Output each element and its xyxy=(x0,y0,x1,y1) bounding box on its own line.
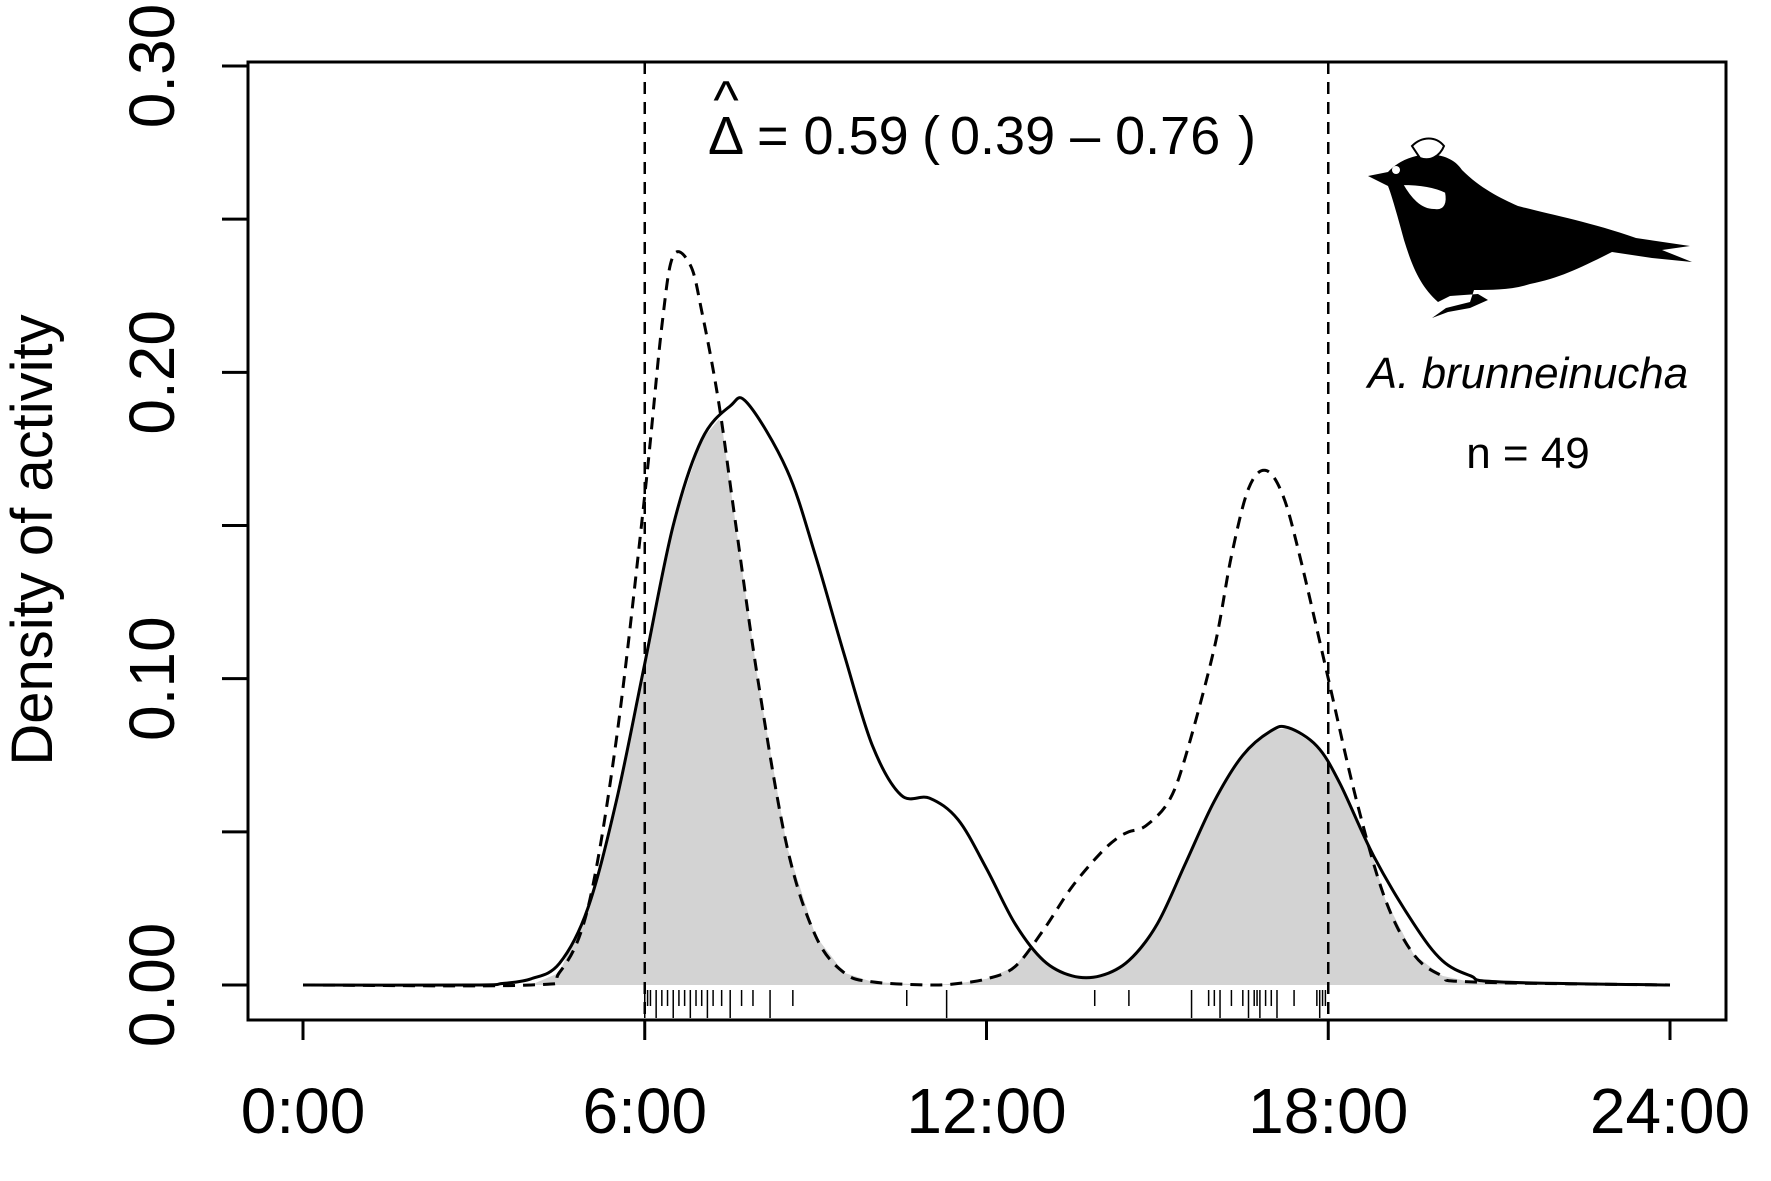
species-name: A. brunneinucha xyxy=(1365,349,1688,398)
density-curves-layer xyxy=(302,250,1671,988)
y-tick-label: 0.10 xyxy=(116,616,188,741)
y-tick-label: 0.00 xyxy=(116,923,188,1048)
y-axis-label: Density of activity xyxy=(0,314,65,765)
density-curve-dashed xyxy=(302,250,1671,988)
overlap-ci-close: ) xyxy=(1238,106,1256,166)
sample-size: n = 49 xyxy=(1466,429,1590,478)
x-tick-label: 6:00 xyxy=(582,1075,707,1147)
bird-eye xyxy=(1392,166,1400,174)
rug-ticks-layer xyxy=(644,990,1327,1018)
overlap-symbol: Δ xyxy=(708,106,744,166)
axes-layer: 0:00 6:00 12:00 18:00 24:00 0.00 0.10 0.20 0.30 xyxy=(116,4,1750,1147)
overlap-ci: 0.39 – 0.76 xyxy=(950,106,1220,166)
overlap-annotation: ^ Δ = 0.59 ( 0.39 – 0.76 ) xyxy=(708,70,1256,166)
x-tick-label: 18:00 xyxy=(1248,1075,1408,1147)
overlap-ci-open: ( xyxy=(922,106,940,166)
y-tick-label: 0.20 xyxy=(116,310,188,435)
overlap-value: = 0.59 xyxy=(757,106,909,166)
overlap-hat: ^ xyxy=(713,70,739,130)
density-curve-solid xyxy=(302,396,1671,987)
x-tick-label: 12:00 xyxy=(906,1075,1066,1147)
y-tick-label: 0.30 xyxy=(116,4,188,129)
bird-silhouette-icon xyxy=(1368,137,1692,318)
x-tick-label: 24:00 xyxy=(1590,1075,1750,1147)
x-tick-label: 0:00 xyxy=(241,1075,366,1147)
